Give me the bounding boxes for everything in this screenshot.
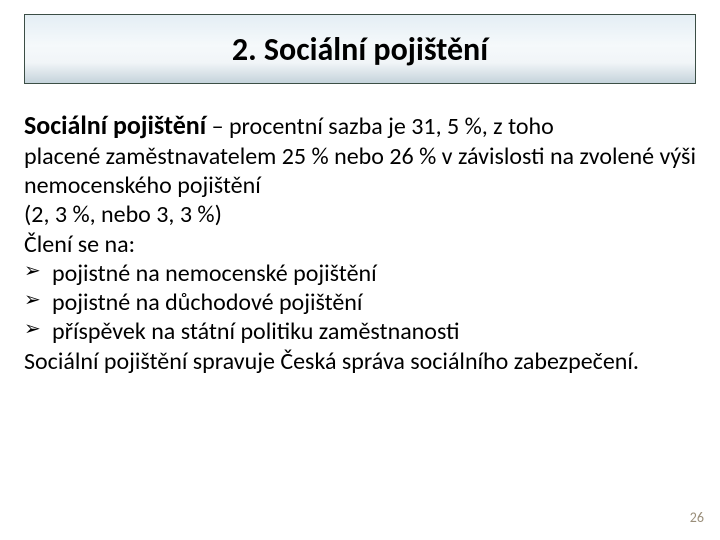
- slide: 2. Sociální pojištění Sociální pojištění…: [0, 0, 720, 540]
- lead-rest: – procentní sazba je 31, 5 %, z toho: [206, 112, 554, 141]
- lead-line: Sociální pojištění – procentní sazba je …: [24, 110, 696, 142]
- body-content: Sociální pojištění – procentní sazba je …: [24, 110, 696, 376]
- section-label: Člení se na:: [24, 230, 696, 259]
- indent-line-2: (2, 3 %, nebo 3, 3 %): [24, 200, 696, 229]
- bullet-list: pojistné na nemocenské pojištění pojistn…: [24, 259, 696, 347]
- slide-title: 2. Sociální pojištění: [232, 30, 488, 69]
- title-box: 2. Sociální pojištění: [24, 14, 696, 84]
- bullet-item: pojistné na důchodové pojištění: [24, 288, 696, 317]
- closing-text: Sociální pojištění spravuje Česká správa…: [24, 347, 696, 376]
- lead-bold: Sociální pojištění: [24, 109, 206, 141]
- bullet-item: pojistné na nemocenské pojištění: [24, 259, 696, 288]
- page-number: 26: [690, 509, 704, 526]
- bullet-item: příspěvek na státní politiku zaměstnanos…: [24, 317, 696, 346]
- indent-line-1: placené zaměstnavatelem 25 % nebo 26 % v…: [24, 142, 696, 201]
